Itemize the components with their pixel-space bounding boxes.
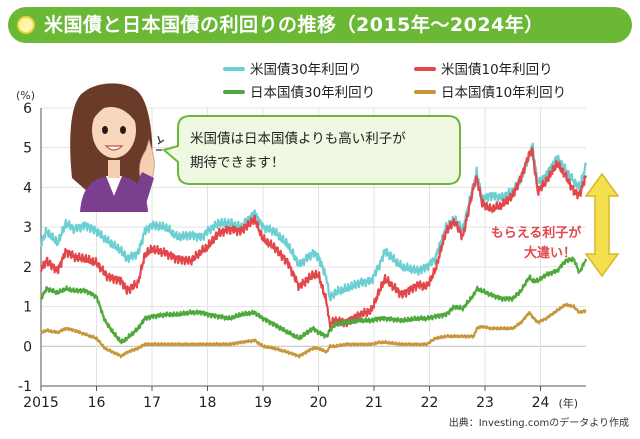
series-lines	[39, 142, 588, 359]
y-unit-label: (%)	[16, 89, 35, 102]
y-tick-label: 1	[23, 300, 32, 316]
y-tick-label: 0	[23, 339, 32, 355]
y-tick-label: 5	[23, 141, 32, 157]
legend-label: 日本国債10年利回り	[441, 85, 566, 101]
x-tick-label: 22	[421, 395, 439, 411]
speech-line-1: 米国債は日本国債よりも高い利子が	[190, 130, 406, 147]
x-tick-label: 19	[254, 395, 272, 411]
x-tick-label: 21	[365, 395, 383, 411]
x-tick-label: 20	[310, 395, 328, 411]
source-note: 出典：Investing.comのデータより作成	[449, 416, 629, 429]
series-line-3	[39, 256, 588, 345]
series-line-1	[39, 142, 588, 302]
y-tick-label: -1	[18, 379, 32, 395]
x-tick-label: 16	[88, 395, 106, 411]
yield-gap-callout: もらえる利子が 大違い！	[491, 172, 620, 278]
double-arrow-icon	[584, 172, 620, 278]
chart-title: 米国債と日本国債の利回りの推移（2015年〜2024年）	[44, 14, 544, 36]
x-tick-label: 2015	[23, 395, 59, 411]
series-line-4	[40, 302, 587, 359]
x-tick-label: 18	[199, 395, 217, 411]
x-unit-label: (年)	[558, 396, 578, 410]
title-bullet-icon	[17, 16, 35, 34]
x-tick-label: 24	[532, 395, 550, 411]
callout-line-1: もらえる利子が	[491, 225, 582, 241]
legend-label: 日本国債30年利回り	[250, 85, 375, 101]
legend-label: 米国債10年利回り	[441, 62, 553, 78]
y-tick-label: 6	[23, 101, 32, 117]
y-tick-label: 3	[23, 220, 32, 236]
speech-bubble: 米国債は日本国債よりも高い利子が 期待できます！	[161, 115, 461, 185]
title-bar: 米国債と日本国債の利回りの推移（2015年〜2024年）	[8, 7, 632, 43]
legend-label: 米国債30年利回り	[250, 62, 362, 78]
y-tick-label: 2	[23, 260, 32, 276]
woman-pointing-icon	[70, 83, 165, 212]
series-line-2	[39, 146, 588, 329]
speech-line-2: 期待できます！	[190, 155, 285, 171]
x-tick-label: 17	[143, 395, 161, 411]
callout-line-2: 大違い！	[524, 245, 576, 261]
x-tick-label: 23	[476, 395, 494, 411]
y-tick-label: 4	[23, 180, 32, 196]
